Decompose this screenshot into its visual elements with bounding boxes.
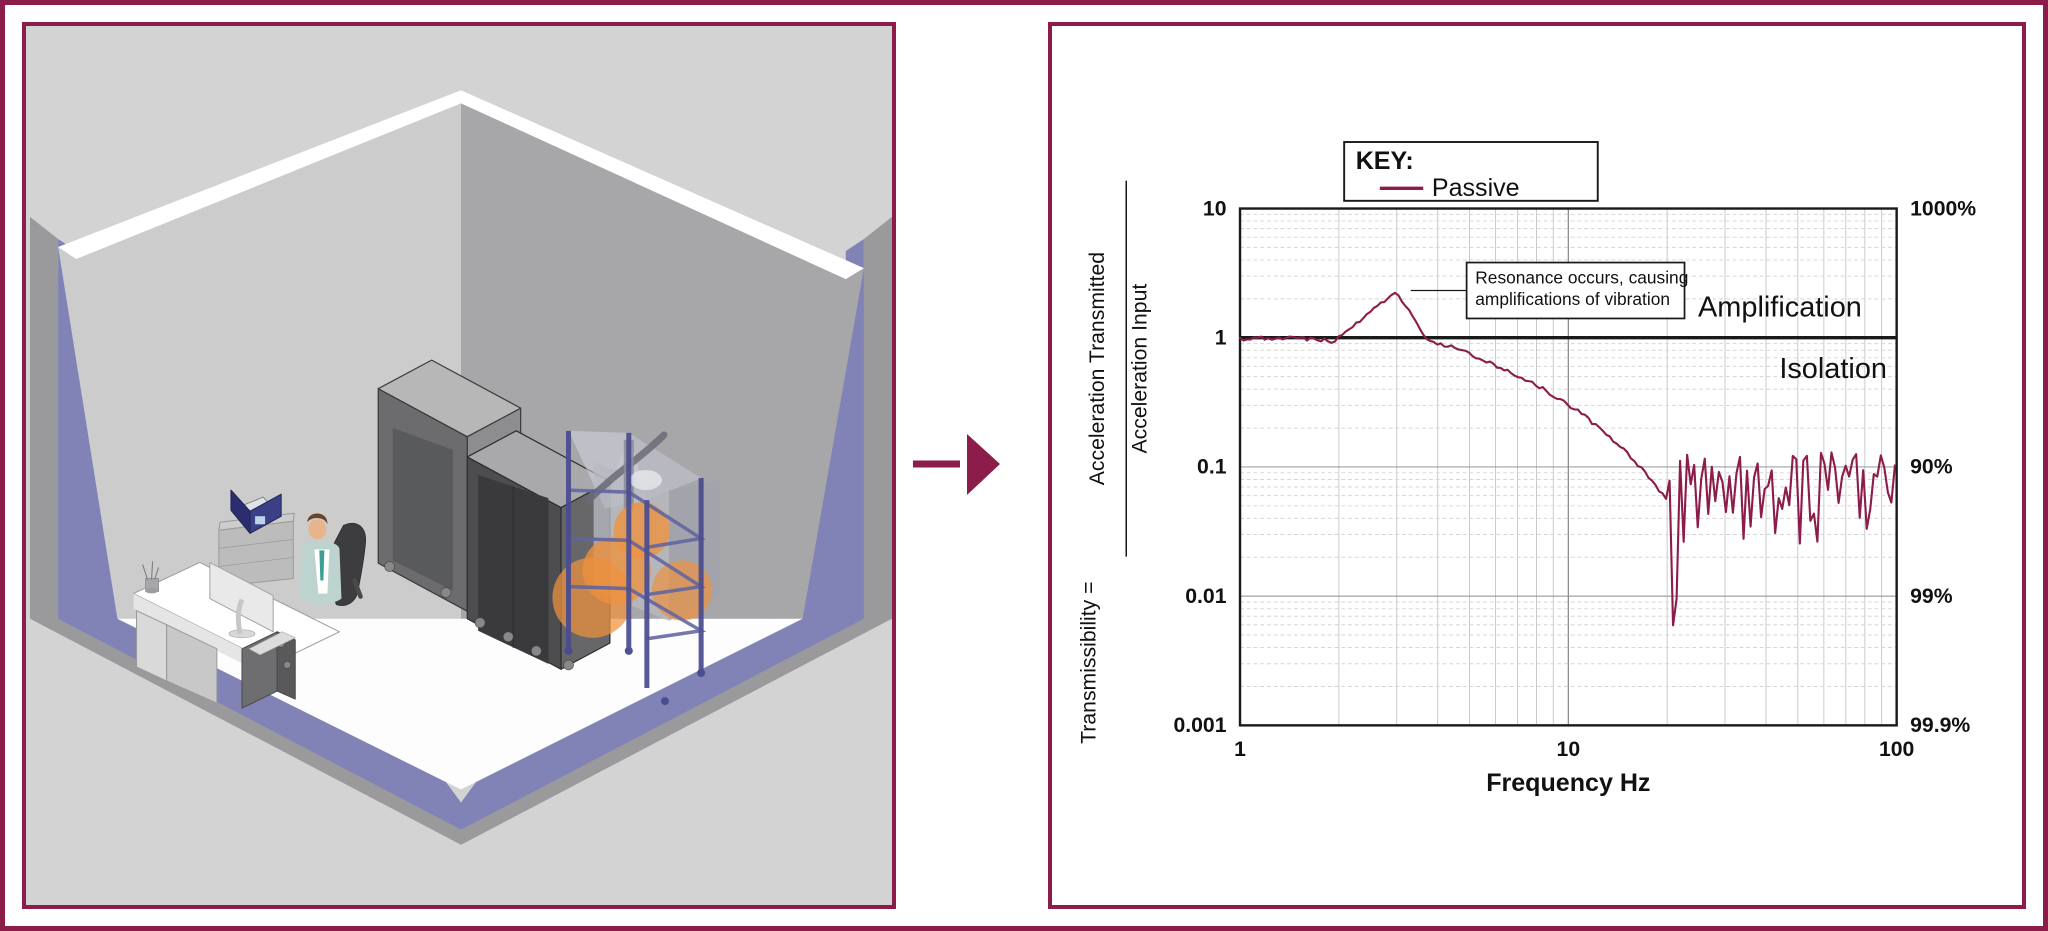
svg-text:Transmissibility =: Transmissibility = — [1077, 581, 1100, 743]
svg-text:1: 1 — [1215, 326, 1227, 349]
svg-text:Resonance occurs, causing: Resonance occurs, causing — [1475, 268, 1688, 288]
svg-text:0.1: 0.1 — [1197, 456, 1227, 479]
svg-text:0.001: 0.001 — [1173, 714, 1226, 737]
svg-text:Acceleration Input: Acceleration Input — [1128, 284, 1151, 454]
svg-text:Acceleration Transmitted: Acceleration Transmitted — [1086, 252, 1109, 485]
svg-text:Isolation: Isolation — [1779, 353, 1887, 385]
svg-text:amplifications of vibration: amplifications of vibration — [1475, 289, 1670, 309]
svg-text:90%: 90% — [1910, 456, 1953, 479]
svg-text:1: 1 — [1234, 738, 1246, 761]
svg-text:Frequency Hz: Frequency Hz — [1486, 769, 1650, 797]
svg-text:99%: 99% — [1910, 585, 1953, 608]
svg-text:10: 10 — [1203, 197, 1227, 220]
svg-text:KEY:: KEY: — [1356, 147, 1414, 175]
svg-text:1000%: 1000% — [1910, 197, 1976, 220]
svg-text:Passive: Passive — [1432, 174, 1520, 202]
svg-text:10: 10 — [1557, 738, 1581, 761]
svg-text:Amplification: Amplification — [1698, 292, 1862, 324]
svg-text:100: 100 — [1879, 738, 1914, 761]
svg-text:99.9%: 99.9% — [1910, 714, 1970, 737]
svg-text:0.01: 0.01 — [1185, 585, 1226, 608]
